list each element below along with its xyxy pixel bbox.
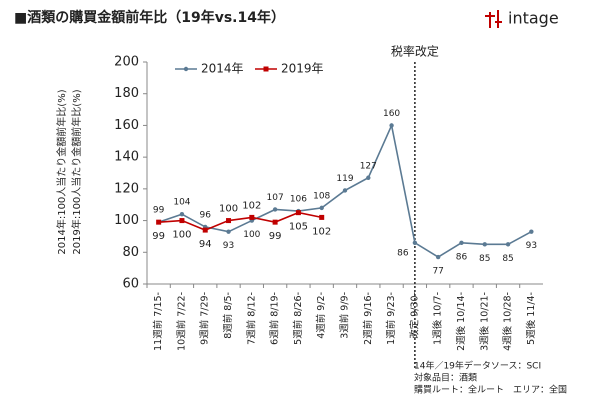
y-tick-label: 100 (114, 213, 139, 228)
marker (319, 205, 324, 211)
data-label: 105 (289, 222, 308, 233)
y-tick-label: 160 (114, 118, 139, 133)
data-label: 100 (243, 230, 260, 240)
marker (179, 218, 185, 224)
x-tick-label: 1週前 9/23- (385, 292, 397, 345)
marker (226, 229, 231, 234)
marker (295, 210, 301, 216)
marker (505, 242, 511, 247)
data-label: 85 (479, 254, 490, 264)
marker (179, 212, 185, 217)
data-label: 119 (336, 174, 353, 184)
y-axis-label: 2019年:100人当たり金額前年比(%) (70, 89, 83, 254)
marker (249, 214, 255, 220)
x-tick-label: 9週前 7/29- (199, 292, 211, 345)
y-tick-label: 80 (122, 245, 139, 260)
data-label: 127 (360, 161, 377, 171)
marker (156, 219, 162, 225)
data-label: 93 (526, 241, 537, 251)
marker (366, 175, 371, 180)
x-tick-label: 5週後 11/4- (525, 292, 537, 345)
x-tick-label: 7週前 8/12- (245, 292, 257, 345)
y-tick-label: 120 (114, 181, 139, 196)
annotation: 税率改定 (391, 44, 439, 59)
data-label: 100 (172, 230, 191, 241)
data-label: 86 (456, 252, 468, 262)
data-label: 77 (432, 267, 443, 277)
logo-icon (485, 10, 502, 28)
data-label: 99 (269, 231, 282, 242)
marker (529, 229, 534, 234)
marker (202, 227, 208, 233)
y-tick-label: 180 (114, 86, 139, 101)
marker (459, 240, 464, 245)
source-note: 14年／19年データソース：SCI (414, 360, 541, 372)
marker (226, 218, 232, 224)
marker (412, 240, 418, 245)
marker (482, 242, 487, 247)
data-label: 96 (200, 210, 212, 220)
x-tick-label: 8週前 8/5- (222, 292, 234, 339)
x-tick-label: 1週後 10/7- (432, 292, 444, 345)
data-label: 102 (242, 200, 261, 211)
x-tick-label: 3週前 9/9- (339, 292, 351, 339)
y-axis-label: 2014年:100人当たり金額前年比(%) (55, 89, 68, 254)
series-line (158, 211, 322, 231)
legend-marker (183, 66, 189, 72)
x-tick-label: 2週後 10/14- (455, 292, 467, 351)
x-tick-label: 6週前 8/19- (269, 292, 281, 345)
x-tick-label: 4週前 9/2- (315, 292, 327, 339)
y-tick-label: 60 (122, 277, 139, 292)
data-label: 106 (290, 195, 307, 205)
logo: intage (508, 9, 559, 28)
y-tick-label: 200 (114, 55, 139, 70)
legend-label: 2014年 (201, 62, 244, 76)
y-tick-label: 140 (114, 150, 139, 165)
data-label: 160 (383, 109, 400, 119)
x-tick-label: 3週後 10/21- (478, 292, 490, 351)
marker (272, 207, 278, 212)
x-tick-label: 5週前 8/26- (292, 292, 304, 345)
source-note: 購買ルート：全ルート エリア：全国 (414, 384, 567, 396)
data-label: 102 (312, 226, 331, 237)
x-tick-label: 10週前 7/22- (175, 292, 187, 351)
source-note: 対象品目：酒類 (414, 372, 477, 384)
marker (389, 123, 394, 128)
chart-title: ■酒類の購買金額前年比（19年vs.14年） (14, 9, 285, 26)
data-label: 104 (173, 198, 190, 208)
x-tick-label: 2週前 9/16- (362, 292, 374, 345)
x-tick-label: 4週後 10/28- (502, 292, 514, 351)
data-label: 86 (397, 248, 409, 258)
marker (342, 188, 348, 193)
marker (272, 219, 278, 225)
data-label: 99 (152, 231, 165, 242)
data-label: 85 (502, 254, 513, 264)
data-label: 94 (199, 239, 212, 250)
x-tick-label: 11週前 7/15- (152, 292, 164, 351)
data-label: 100 (219, 204, 238, 215)
data-label: 108 (313, 191, 330, 201)
marker (319, 214, 325, 220)
legend-marker (263, 66, 269, 72)
legend-label: 2019年 (281, 62, 324, 76)
data-label: 107 (267, 193, 284, 203)
data-label: 93 (223, 241, 234, 251)
marker (435, 254, 441, 260)
data-label: 99 (153, 206, 165, 216)
